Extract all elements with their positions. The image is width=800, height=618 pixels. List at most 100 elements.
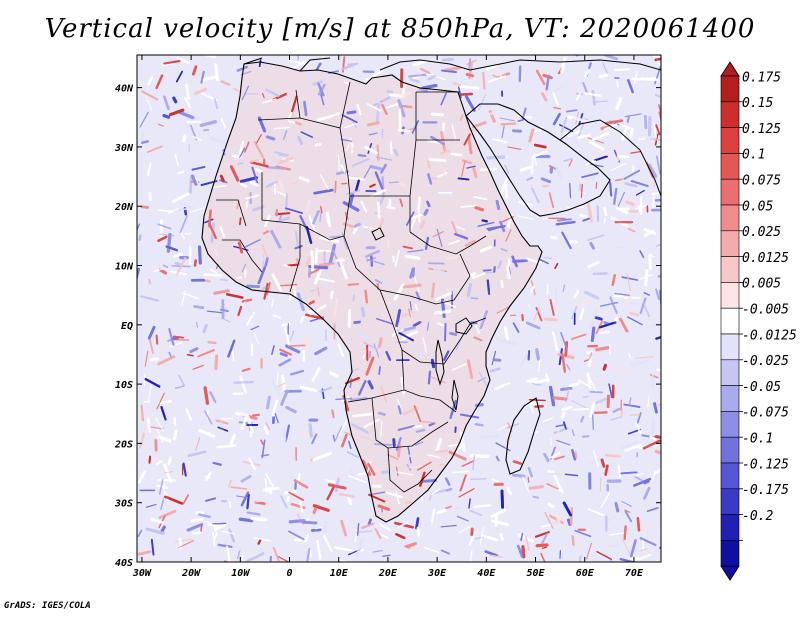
- field-streak: [147, 325, 156, 340]
- field-streak: [531, 382, 542, 386]
- field-streak: [500, 122, 517, 126]
- field-streak: [158, 268, 168, 275]
- field-streak: [260, 454, 270, 457]
- field-streak: [300, 131, 314, 138]
- field-streak: [328, 371, 340, 378]
- field-streak: [219, 226, 226, 238]
- field-streak: [584, 68, 591, 78]
- field-streak: [494, 382, 511, 390]
- field-streak: [288, 344, 308, 347]
- field-streak: [374, 528, 382, 539]
- field-streak: [613, 68, 630, 72]
- field-streak: [185, 408, 193, 421]
- field-streak: [655, 288, 661, 301]
- field-streak: [430, 488, 441, 496]
- field-streak: [230, 486, 248, 490]
- field-streak: [253, 332, 260, 345]
- field-streak: [391, 328, 404, 337]
- field-streak: [364, 289, 369, 304]
- colorbar-box: [720, 462, 740, 490]
- field-streak: [487, 112, 494, 116]
- field-streak: [288, 530, 305, 541]
- field-streak: [444, 477, 451, 486]
- field-streak: [160, 498, 165, 510]
- field-streak: [264, 257, 269, 267]
- field-streak: [205, 497, 216, 502]
- field-streak: [333, 546, 353, 552]
- field-streak: [464, 95, 476, 112]
- field-streak: [431, 112, 445, 117]
- field-streak: [495, 199, 501, 211]
- field-streak: [624, 182, 638, 188]
- field-streak: [434, 449, 448, 454]
- field-streak: [308, 423, 313, 438]
- field-streak: [190, 517, 204, 523]
- colorbar-box: [720, 307, 740, 335]
- field-streak: [380, 101, 388, 115]
- field-streak: [140, 295, 160, 302]
- field-streak: [592, 131, 611, 141]
- field-streak: [335, 426, 343, 441]
- field-streak: [531, 430, 539, 434]
- field-streak: [265, 422, 271, 430]
- field-streak: [617, 192, 625, 207]
- field-streak: [580, 183, 583, 198]
- field-streak: [155, 74, 164, 90]
- field-streak: [521, 313, 524, 322]
- field-streak: [271, 345, 275, 356]
- field-streak: [299, 385, 318, 392]
- field-streak: [618, 368, 629, 376]
- field-streak: [226, 545, 231, 562]
- field-streak: [377, 195, 386, 207]
- field-streak: [395, 533, 406, 540]
- field-streak: [217, 543, 233, 549]
- field-streak: [506, 265, 511, 280]
- field-streak: [360, 200, 368, 213]
- field-streak: [568, 382, 580, 387]
- field-streak: [582, 217, 591, 222]
- field-streak: [291, 182, 297, 185]
- field-streak: [466, 165, 476, 169]
- field-streak: [457, 177, 470, 181]
- field-streak: [555, 424, 565, 428]
- field-streak: [472, 454, 476, 471]
- field-streak: [658, 111, 661, 123]
- plot-frame: [136, 54, 662, 563]
- field-streak: [589, 401, 596, 418]
- field-streak: [228, 479, 232, 488]
- field-streak: [159, 233, 175, 237]
- field-streak: [257, 538, 262, 545]
- field-streak: [442, 301, 456, 309]
- field-streak: [280, 495, 288, 509]
- field-streak: [203, 386, 210, 405]
- field-streak: [178, 540, 195, 549]
- field-streak: [456, 515, 469, 522]
- field-streak: [309, 304, 327, 316]
- field-streak: [480, 338, 491, 345]
- field-streak: [280, 284, 298, 287]
- africa-landmass: [201, 61, 543, 523]
- field-streak: [535, 348, 540, 361]
- field-streak: [581, 172, 599, 179]
- field-streak: [441, 57, 455, 62]
- field-streak: [183, 96, 192, 109]
- field-streak: [352, 412, 373, 418]
- field-streak: [608, 383, 613, 398]
- field-streak: [414, 303, 419, 311]
- field-streak: [208, 209, 212, 228]
- field-streak: [340, 519, 348, 537]
- field-streak: [145, 95, 153, 111]
- field-streak: [388, 181, 400, 184]
- field-streak: [341, 433, 348, 448]
- field-streak: [638, 137, 646, 141]
- field-streak: [488, 75, 507, 83]
- field-streak: [546, 483, 559, 490]
- field-streak: [149, 426, 164, 430]
- colorbar-box: [720, 282, 740, 309]
- field-streak: [295, 230, 299, 246]
- field-streak: [458, 81, 467, 85]
- field-streak: [147, 384, 152, 403]
- field-streak: [249, 159, 259, 163]
- field-streak: [364, 232, 372, 238]
- field-streak: [636, 190, 645, 196]
